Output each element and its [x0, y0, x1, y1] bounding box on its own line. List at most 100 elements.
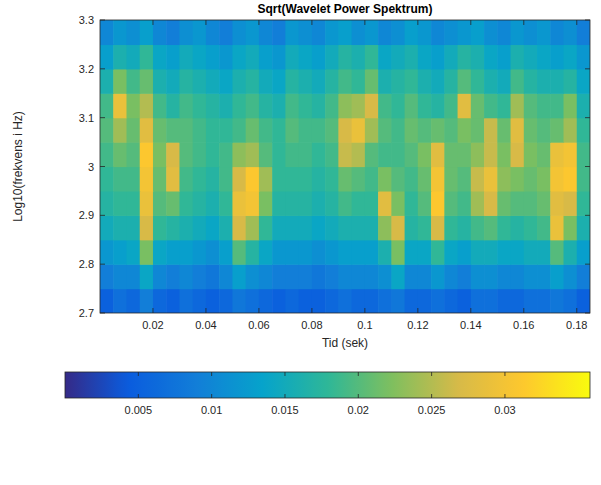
heatmap-cell	[378, 69, 392, 94]
heatmap-cell	[564, 240, 578, 265]
heatmap-cell	[378, 118, 392, 143]
heatmap-cell	[193, 167, 207, 192]
x-tick	[417, 20, 418, 25]
heatmap-cell	[378, 191, 392, 216]
heatmap-cell	[232, 142, 246, 167]
heatmap-cell	[550, 20, 564, 45]
heatmap-cell	[550, 264, 564, 289]
heatmap-cell	[246, 93, 260, 118]
y-tick	[585, 166, 590, 167]
heatmap-cell	[391, 240, 405, 265]
heatmap-cell	[405, 215, 419, 240]
heatmap-cell	[179, 142, 193, 167]
heatmap-cell	[259, 93, 273, 118]
heatmap-cell	[246, 264, 260, 289]
heatmap-cell	[365, 289, 379, 313]
heatmap-cell	[166, 118, 180, 143]
heatmap-cell	[179, 69, 193, 94]
x-tick	[311, 20, 312, 25]
heatmap-cell	[299, 264, 313, 289]
heatmap-cell	[246, 118, 260, 143]
heatmap-cell	[259, 215, 273, 240]
heatmap-cell	[378, 142, 392, 167]
heatmap-cell	[272, 240, 286, 265]
y-tick	[585, 313, 590, 314]
heatmap-cell	[550, 289, 564, 313]
heatmap-cell	[285, 93, 299, 118]
heatmap-cell	[484, 20, 498, 45]
heatmap-cell	[418, 118, 432, 143]
heatmap-cell	[458, 215, 472, 240]
x-tick	[523, 20, 524, 25]
heatmap-cells	[100, 20, 590, 313]
heatmap-cell	[524, 289, 538, 313]
heatmap-cell	[312, 69, 326, 94]
heatmap-cell	[338, 93, 352, 118]
heatmap-cell	[259, 20, 273, 45]
heatmap-cell	[232, 69, 246, 94]
heatmap-cell	[285, 191, 299, 216]
heatmap-cell	[352, 20, 366, 45]
heatmap-cell	[325, 142, 339, 167]
heatmap-cell	[352, 142, 366, 167]
heatmap-cell	[511, 44, 525, 69]
heatmap-cell	[312, 191, 326, 216]
heatmap-cell	[405, 69, 419, 94]
x-tick	[523, 308, 524, 313]
heatmap-cell	[312, 20, 326, 45]
heatmap-cell	[259, 264, 273, 289]
heatmap-cell	[511, 93, 525, 118]
heatmap-cell	[418, 289, 432, 313]
colorbar-tick	[138, 372, 139, 376]
heatmap-cell	[140, 93, 154, 118]
x-axis-title: Tid (sek)	[322, 336, 368, 350]
colorbar-tick	[284, 372, 285, 376]
heatmap-cell	[299, 44, 313, 69]
heatmap-cell	[537, 289, 551, 313]
heatmap-cell	[418, 44, 432, 69]
heatmap-cell	[246, 142, 260, 167]
heatmap-cell	[405, 44, 419, 69]
x-tick-label: 0.12	[407, 319, 428, 331]
heatmap-cell	[577, 44, 590, 69]
heatmap-cell	[206, 167, 220, 192]
heatmap-cell	[458, 240, 472, 265]
heatmap-cell	[312, 264, 326, 289]
heatmap-cell	[378, 20, 392, 45]
heatmap-cell	[405, 20, 419, 45]
heatmap-cell	[113, 142, 127, 167]
y-tick-label: 2.8	[79, 258, 94, 270]
heatmap-cell	[100, 289, 114, 313]
heatmap-cell	[550, 191, 564, 216]
heatmap-cell	[484, 191, 498, 216]
heatmap-cell	[166, 215, 180, 240]
colorbar-tick-label: 0.025	[418, 404, 446, 416]
heatmap-cell	[193, 191, 207, 216]
heatmap-cell	[365, 191, 379, 216]
heatmap-cell	[484, 240, 498, 265]
heatmap-cell	[259, 142, 273, 167]
heatmap-cell	[206, 289, 220, 313]
heatmap-cell	[285, 69, 299, 94]
heatmap-cell	[352, 191, 366, 216]
heatmap-cell	[431, 289, 445, 313]
heatmap-cell	[365, 20, 379, 45]
colorbar	[65, 372, 590, 398]
heatmap-cell	[325, 20, 339, 45]
heatmap-cell	[511, 167, 525, 192]
heatmap-cell	[537, 69, 551, 94]
heatmap-cell	[285, 215, 299, 240]
heatmap-cell	[140, 215, 154, 240]
heatmap-cell	[325, 215, 339, 240]
heatmap-cell	[418, 215, 432, 240]
heatmap-cell	[299, 69, 313, 94]
heatmap-cell	[126, 264, 140, 289]
heatmap-cell	[431, 118, 445, 143]
heatmap-cell	[564, 215, 578, 240]
heatmap-cell	[484, 142, 498, 167]
y-tick-label: 3	[88, 161, 94, 173]
heatmap-cell	[378, 44, 392, 69]
heatmap-cell	[126, 167, 140, 192]
heatmap-cell	[153, 191, 167, 216]
colorbar-tick	[211, 372, 212, 376]
